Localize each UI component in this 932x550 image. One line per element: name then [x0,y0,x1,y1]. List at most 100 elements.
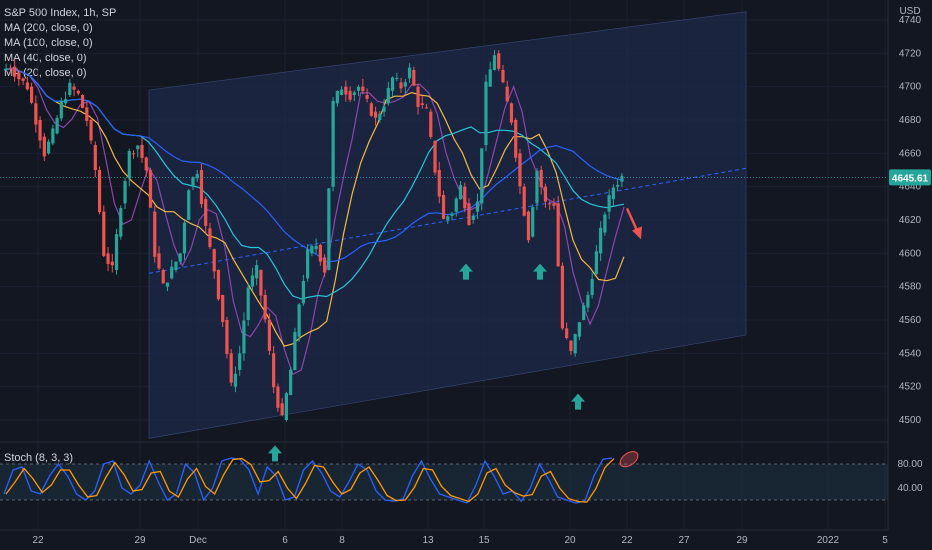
arrow-up-icon [533,263,547,280]
price-axis-bg [888,0,932,550]
candle-body [55,117,59,134]
candle-body [174,261,178,270]
price-tick-label: 4680 [899,115,922,126]
price-tick-label: 4700 [899,82,922,93]
candle-body [280,403,284,416]
candle-body [46,141,51,154]
candle-body [548,203,552,205]
candlesticks [4,50,624,422]
candle-body [535,170,539,204]
candle-body [603,214,607,233]
candle-body [378,113,382,120]
candle-body [577,322,582,337]
candle-body [289,369,293,395]
time-tick-label: 15 [478,535,490,546]
candle-body [424,107,429,109]
candle-body [30,86,34,103]
candle-body [373,111,378,118]
candle-body [246,287,250,320]
price-tick-label: 4600 [899,248,922,259]
candle-body [259,270,263,296]
candle-body [441,195,446,219]
arrow-up-icon [459,263,473,280]
candle-body [556,203,560,267]
price-tick-label: 4500 [899,415,922,426]
candle-body [242,320,246,354]
chart-legend: S&P 500 Index, 1h, SP MA (200, close, 0)… [4,6,116,81]
candle-body [250,275,255,287]
candle-body [212,249,216,272]
stoch-tick-label: 40.00 [897,483,922,494]
candle-body [195,173,199,179]
candle-body [306,249,310,279]
indicator-ma100[interactable]: MA (100, close, 0) [4,37,93,49]
candle-body [582,305,586,320]
candle-body [543,186,548,202]
candle-body [552,203,556,206]
candle-body [170,266,174,279]
candle-body [4,68,8,70]
candle-body [89,120,93,141]
candle-body [310,245,314,254]
candle-body [446,216,450,220]
indicator-ma40[interactable]: MA (40, close, 0) [4,52,87,64]
candle-body [594,251,598,275]
candle-body [97,170,102,213]
candle-body [187,190,191,220]
candle-body [514,120,518,158]
candle-body [399,82,403,89]
price-tick-label: 4540 [899,348,922,359]
candle-body [178,253,182,262]
candle-body [454,198,458,212]
indicator-ma200[interactable]: MA (200, close, 0) [4,22,93,34]
arrow-down-icon [632,226,642,240]
candle-body [505,86,509,102]
candle-body [8,68,12,70]
candle-body [204,199,208,226]
candle-body [157,253,161,269]
time-tick-label: 20 [564,535,576,546]
price-tick-label: 4520 [899,382,922,393]
candle-body [407,67,412,79]
candle-body [403,82,407,87]
candle-body [225,320,229,354]
candle-body [480,148,484,204]
last-price-tag [889,169,931,186]
time-tick-label: Dec [189,535,207,546]
candle-body [17,72,21,80]
candle-body [119,208,123,237]
candle-body [386,87,390,104]
candle-body [140,145,144,158]
candle-body [263,295,267,320]
candle-body [620,175,624,182]
ma20-line [3,67,625,376]
candle-body [161,270,165,284]
candle-body [518,153,522,187]
time-tick-label: 6 [282,535,288,546]
price-axis: USD 4500 4520 4540 4560 4580 4600 4620 4640 4660 4… [887,0,932,550]
candle-body [314,245,318,250]
candle-body [450,213,454,216]
candle-body [416,86,420,107]
candle-body [238,353,242,370]
last-price-text: 4645.61 [892,173,929,184]
stoch-highlight-ellipse [619,451,639,468]
candle-body [573,334,577,354]
candle-body [21,78,25,81]
candle-body [340,89,344,95]
stoch-legend[interactable]: Stoch (8, 3, 3) [4,452,74,464]
candle-body [208,228,212,247]
candle-body [471,215,475,220]
indicator-ma20[interactable]: MA (20, close, 0) [4,67,87,79]
candle-body [365,95,369,99]
candle-body [80,95,85,108]
candle-body [13,66,17,77]
stoch-band [0,464,888,500]
candle-body [412,70,416,86]
candle-body [229,353,233,383]
candle-body [526,211,531,241]
candle-body [199,170,204,205]
candle-body [284,393,288,420]
price-channel [148,11,747,439]
